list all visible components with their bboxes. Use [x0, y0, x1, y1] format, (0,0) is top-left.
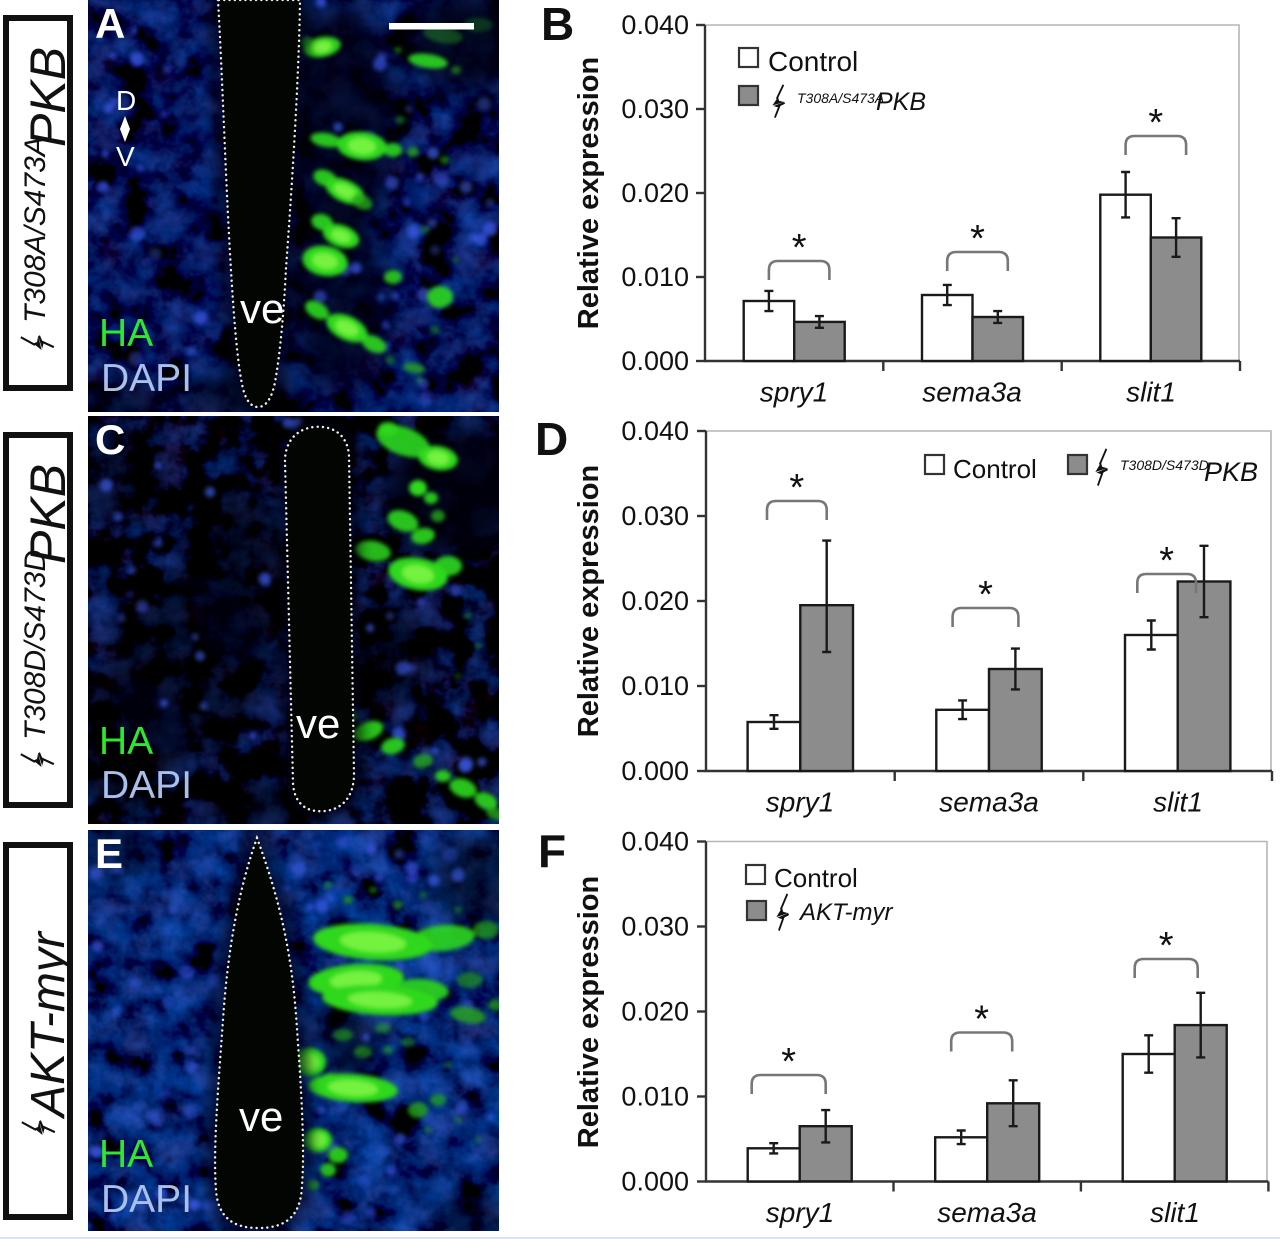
- svg-text:sema3a: sema3a: [937, 1197, 1037, 1228]
- svg-text:0.040: 0.040: [621, 416, 689, 446]
- svg-text:spry1: spry1: [760, 377, 828, 408]
- svg-text:sema3a: sema3a: [922, 377, 1022, 408]
- svg-text:*: *: [970, 218, 985, 260]
- svg-text:slit1: slit1: [1150, 1197, 1200, 1228]
- svg-text:AKT-myr: AKT-myr: [22, 930, 67, 1120]
- svg-text:Relative expression: Relative expression: [573, 876, 605, 1148]
- svg-text:E: E: [95, 830, 123, 877]
- svg-text:0.000: 0.000: [621, 346, 689, 376]
- svg-text:DAPI: DAPI: [101, 764, 192, 807]
- svg-text:PKB: PKB: [20, 464, 67, 564]
- svg-text:spry1: spry1: [766, 787, 834, 818]
- svg-text:slit1: slit1: [1126, 377, 1176, 408]
- svg-text:PKB: PKB: [876, 88, 926, 116]
- svg-text:DAPI: DAPI: [101, 1178, 192, 1221]
- svg-text:0.010: 0.010: [621, 671, 689, 701]
- svg-text:*: *: [781, 1041, 796, 1083]
- svg-text:T308A/S473A: T308A/S473A: [19, 136, 52, 323]
- svg-text:ve: ve: [296, 700, 340, 747]
- svg-text:0.020: 0.020: [621, 997, 689, 1027]
- svg-text:slit1: slit1: [1153, 787, 1203, 818]
- svg-text:0.020: 0.020: [621, 178, 689, 208]
- svg-text:Control: Control: [953, 454, 1037, 484]
- svg-text:Control: Control: [774, 863, 858, 893]
- svg-text:0.020: 0.020: [621, 586, 689, 616]
- svg-text:D: D: [116, 85, 136, 116]
- svg-text:sema3a: sema3a: [939, 787, 1039, 818]
- svg-text:C: C: [95, 416, 125, 463]
- svg-text:*: *: [792, 227, 807, 269]
- svg-text:*: *: [1159, 540, 1174, 582]
- svg-text:HA: HA: [99, 1133, 153, 1176]
- svg-text:PKB: PKB: [1204, 457, 1258, 487]
- svg-text:T308D/S473D: T308D/S473D: [1120, 457, 1209, 473]
- svg-text:DAPI: DAPI: [101, 357, 192, 400]
- svg-text:T308D/S473D: T308D/S473D: [19, 550, 52, 740]
- svg-text:ve: ve: [239, 1093, 283, 1140]
- svg-text:spry1: spry1: [766, 1197, 834, 1228]
- svg-text:D: D: [535, 413, 568, 465]
- svg-text:*: *: [974, 999, 989, 1041]
- svg-text:0.030: 0.030: [621, 501, 689, 531]
- svg-text:*: *: [1159, 925, 1174, 967]
- svg-text:0.030: 0.030: [621, 94, 689, 124]
- svg-text:A: A: [95, 0, 125, 47]
- svg-text:*: *: [978, 574, 993, 616]
- svg-text:0.040: 0.040: [621, 827, 689, 857]
- svg-text:0.010: 0.010: [621, 262, 689, 292]
- svg-text:0.000: 0.000: [621, 756, 689, 786]
- svg-text:0.030: 0.030: [621, 912, 689, 942]
- svg-text:0.000: 0.000: [621, 1167, 689, 1197]
- svg-text:PKB: PKB: [20, 47, 67, 147]
- svg-text:Relative expression: Relative expression: [573, 57, 605, 329]
- svg-text:ve: ve: [240, 285, 284, 332]
- svg-text:V: V: [116, 141, 135, 172]
- svg-text:0.040: 0.040: [621, 10, 689, 40]
- svg-text:F: F: [538, 826, 566, 877]
- svg-text:Control: Control: [768, 46, 858, 77]
- svg-text:T308A/S473A: T308A/S473A: [797, 90, 884, 106]
- svg-text:HA: HA: [99, 312, 153, 355]
- svg-text:B: B: [541, 0, 574, 50]
- svg-text:AKT-myr: AKT-myr: [798, 899, 893, 926]
- svg-text:HA: HA: [99, 720, 153, 763]
- svg-text:*: *: [1148, 102, 1163, 144]
- svg-text:Relative expression: Relative expression: [573, 465, 605, 737]
- svg-text:0.010: 0.010: [621, 1082, 689, 1112]
- svg-text:*: *: [789, 467, 804, 509]
